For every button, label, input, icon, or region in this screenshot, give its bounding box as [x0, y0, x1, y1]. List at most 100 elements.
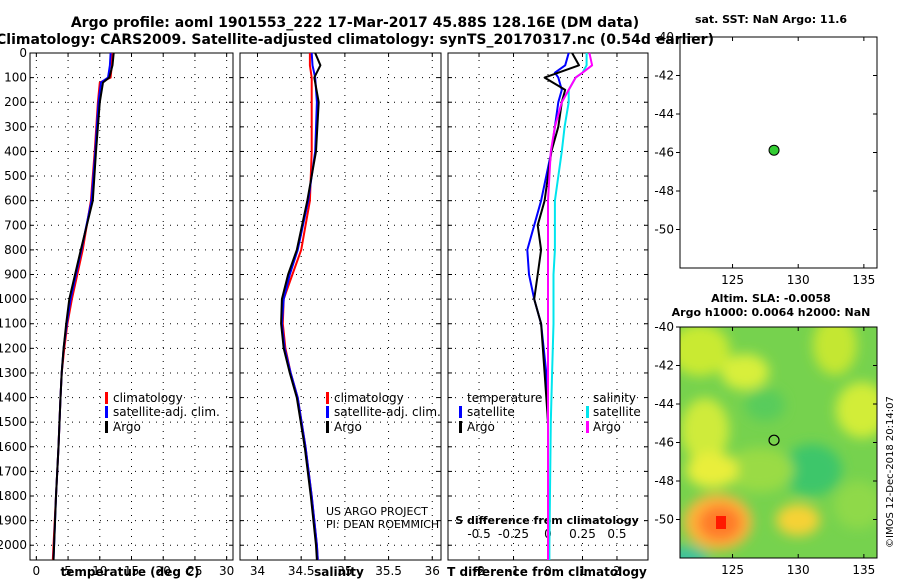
legend-s-argo-label: Argo	[593, 420, 621, 434]
lat-tick-label: -42	[654, 69, 674, 83]
lat-tick-label: -50	[654, 223, 674, 237]
sla-anomaly-patch	[834, 481, 877, 529]
x-tick-label: 10	[92, 564, 107, 578]
legend-t-argo-label: Argo	[467, 420, 495, 434]
x-tick-label: 35.5	[375, 564, 402, 578]
sla-heatmap	[680, 327, 877, 558]
lon-tick-label: 135	[852, 563, 875, 577]
depth-tick-label: 1400	[0, 391, 27, 405]
depth-tick-label: 1100	[0, 317, 27, 331]
legend-s-satellite-label: satellite	[593, 405, 641, 419]
depth-tick-label: 2000	[0, 538, 27, 552]
depth-tick-label: 400	[4, 144, 27, 158]
sst-map-panel: sat. SST: NaN Argo: 11.6 -40 -42 -44 -46 -48…	[654, 13, 878, 287]
legend-swatch-2	[105, 421, 108, 433]
imos-watermark: ©IMOS 12-Dec-2018 20:14:07	[885, 396, 896, 548]
t-difference-xlabel: T difference from climatology	[447, 565, 647, 579]
x-tick-label: -1	[508, 564, 520, 578]
depth-tick-label: 1000	[0, 292, 27, 306]
salinity-xlabel: salinity	[314, 565, 364, 579]
legend-t-swatch-0	[459, 406, 462, 418]
lat-tick-label: -50	[654, 513, 674, 527]
s-diff-tick-label: -0.5	[467, 527, 490, 541]
x-tick-label: 20	[156, 564, 171, 578]
legend-swatch-0	[326, 392, 329, 404]
depth-tick-label: 600	[4, 194, 27, 208]
sla-anomaly-patch	[726, 448, 794, 492]
lon-tick-label: 135	[852, 273, 875, 287]
legend-salinity-header: salinity	[593, 391, 636, 405]
lon-tick-label: 130	[787, 563, 810, 577]
x-tick-label: 36	[425, 564, 440, 578]
depth-tick-label: 500	[4, 169, 27, 183]
temperature-xlabel: temperature (deg C)	[61, 565, 200, 579]
sla-map-title1: Altim. SLA: -0.0058	[711, 292, 831, 305]
legend-swatch-2	[326, 421, 329, 433]
lon-tick-label: 125	[721, 273, 744, 287]
s-diff-tick-label: -0.25	[498, 527, 529, 541]
figure-title-line1: Argo profile: aoml 1901553_222 17-Mar-20…	[71, 15, 639, 31]
sla-anomaly-patch	[721, 354, 769, 390]
depth-tick-label: 1800	[0, 489, 27, 503]
lat-tick-label: -46	[654, 146, 674, 160]
panel-frame	[29, 52, 234, 561]
credit-pi: PI: DEAN ROEMMICH	[326, 518, 439, 531]
lat-tick-label: -44	[654, 397, 674, 411]
figure-title-line2: Climatology: CARS2009. Satellite-adjuste…	[0, 32, 714, 48]
legend-swatch-1	[105, 406, 108, 418]
sla-map-title2: Argo h1000: 0.0064 h2000: NaN	[672, 306, 871, 319]
depth-tick-label: 900	[4, 268, 27, 282]
s-diff-tick-label: 0.25	[569, 527, 596, 541]
x-tick-label: 5	[64, 564, 72, 578]
sst-map-title: sat. SST: NaN Argo: 11.6	[695, 13, 847, 26]
depth-tick-label: 100	[4, 71, 27, 85]
panel-frame	[239, 52, 442, 561]
lat-tick-label: -44	[654, 107, 674, 121]
depth-tick-label: 1300	[0, 366, 27, 380]
credit-project: US ARGO PROJECT	[326, 505, 428, 518]
x-tick-label: 34.5	[288, 564, 315, 578]
salinity-series-climatology	[281, 53, 319, 561]
x-tick-label: -2	[473, 564, 485, 578]
x-tick-label: 30	[219, 564, 234, 578]
depth-tick-label: 1200	[0, 341, 27, 355]
lat-tick-label: -40	[654, 320, 674, 334]
depth-tick-label: 300	[4, 120, 27, 134]
temperature-series-argo	[52, 52, 115, 561]
sla-anomaly-patch	[681, 398, 729, 462]
sla-anomaly-patch	[686, 452, 738, 488]
sla-peak-cell	[716, 516, 726, 529]
difference-series-salinity-argo	[547, 52, 594, 560]
x-tick-label: 35	[337, 564, 352, 578]
difference-series-temperature-satellite	[526, 52, 570, 560]
legend-argo-label: Argo	[334, 420, 362, 434]
sla-anomaly-patch	[680, 327, 730, 376]
s-diff-tick-label: 0.5	[607, 527, 626, 541]
depth-tick-label: 800	[4, 243, 27, 257]
sla-anomaly-patch	[782, 444, 842, 496]
depth-tick-label: 1900	[0, 514, 27, 528]
difference-series-temperature-argo	[533, 52, 580, 560]
temperature-panel: climatology satellite-adj. clim. Argo te…	[0, 46, 234, 579]
legend-climatology-label: climatology	[113, 391, 183, 405]
x-tick-label: 34	[250, 564, 265, 578]
depth-tick-label: 1600	[0, 440, 27, 454]
sla-map-panel: Altim. SLA: -0.0058 Argo h1000: 0.0064 h…	[654, 292, 896, 577]
sla-anomaly-patch	[813, 327, 857, 375]
argo-location-marker	[768, 434, 780, 446]
x-tick-label: 15	[124, 564, 139, 578]
difference-panel: temperature satellite Argo salinity sate…	[447, 52, 649, 579]
x-tick-label: 2	[613, 564, 621, 578]
sla-heatmap-blur	[680, 327, 877, 558]
legend-satellite-label: satellite-adj. clim.	[334, 405, 441, 419]
x-tick-label: 0	[33, 564, 41, 578]
lat-tick-label: -48	[654, 474, 674, 488]
depth-tick-label: 700	[4, 218, 27, 232]
argo-location-marker	[768, 144, 780, 156]
legend-argo-label: Argo	[113, 420, 141, 434]
x-tick-label: 1	[579, 564, 587, 578]
legend-s-swatch-0	[586, 406, 589, 418]
salinity-panel: climatology satellite-adj. clim. Argo US…	[239, 52, 442, 579]
depth-tick-label: 1500	[0, 415, 27, 429]
